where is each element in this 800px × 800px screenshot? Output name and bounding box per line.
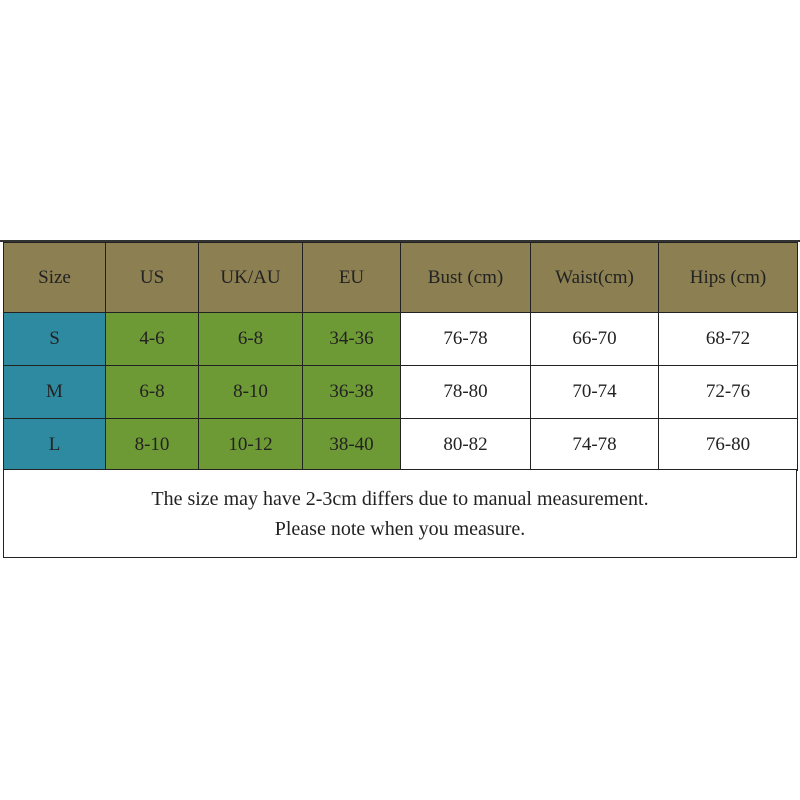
divider (0, 240, 800, 242)
header-cell: Waist(cm) (530, 242, 659, 313)
header-cell: Size (3, 242, 106, 313)
table-cell: 80-82 (400, 418, 531, 471)
table-cell: 70-74 (530, 365, 659, 419)
size-cell: S (3, 312, 106, 366)
table-cell: 6-8 (198, 312, 303, 366)
table-cell: 72-76 (658, 365, 798, 419)
size-cell: M (3, 365, 106, 419)
header-cell: EU (302, 242, 401, 313)
header-cell: UK/AU (198, 242, 303, 313)
table-cell: 78-80 (400, 365, 531, 419)
table-cell: 4-6 (105, 312, 199, 366)
note-line: Please note when you measure. (274, 517, 526, 540)
table-cell: 6-8 (105, 365, 199, 419)
table-cell: 38-40 (302, 418, 401, 471)
table-cell: 8-10 (105, 418, 199, 471)
header-cell: Hips (cm) (658, 242, 798, 313)
table-cell: 66-70 (530, 312, 659, 366)
note-box: The size may have 2-3cm differs due to m… (3, 469, 797, 558)
table-cell: 34-36 (302, 312, 401, 366)
table-cell: 74-78 (530, 418, 659, 471)
header-cell: Bust (cm) (400, 242, 531, 313)
note-line: The size may have 2-3cm differs due to m… (151, 487, 649, 510)
size-cell: L (3, 418, 106, 471)
table-cell: 8-10 (198, 365, 303, 419)
table-cell: 10-12 (198, 418, 303, 471)
table-cell: 68-72 (658, 312, 798, 366)
header-cell: US (105, 242, 199, 313)
table-cell: 36-38 (302, 365, 401, 419)
table-cell: 76-80 (658, 418, 798, 471)
table-cell: 76-78 (400, 312, 531, 366)
